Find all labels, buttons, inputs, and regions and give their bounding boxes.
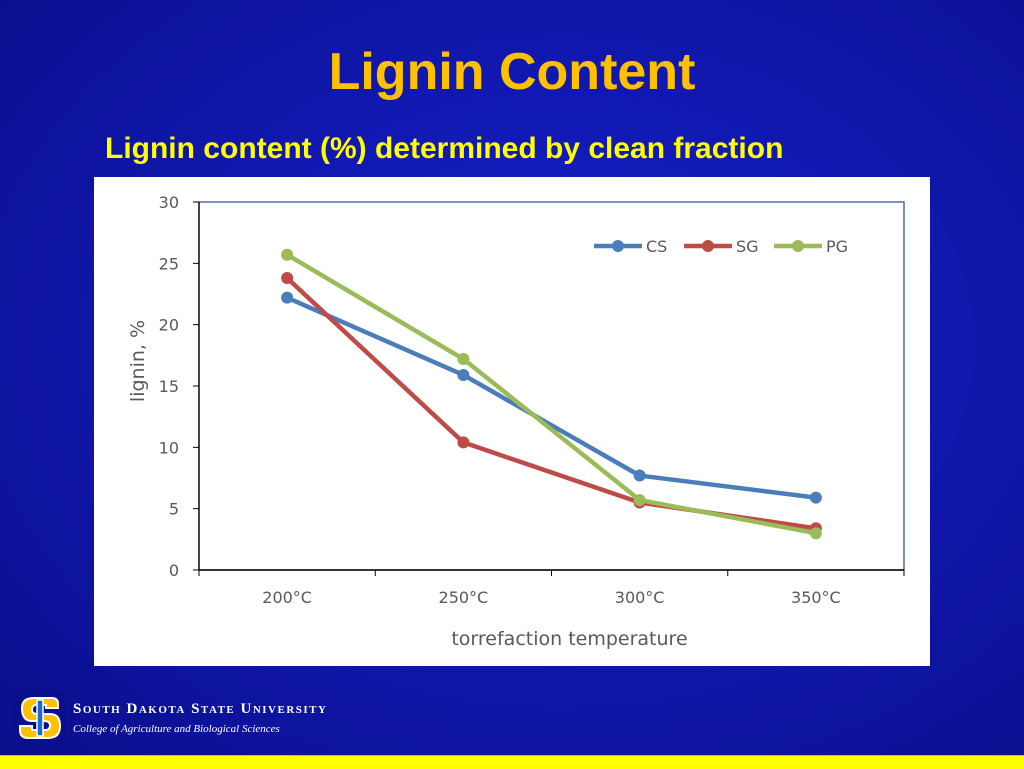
legend-marker-cs [612, 240, 624, 252]
data-point-cs [457, 368, 470, 381]
y-tick-label: 0 [169, 561, 179, 580]
y-axis-title: lignin, % [127, 320, 149, 402]
series-line-sg [285, 276, 817, 531]
x-tick-label: 250°C [439, 588, 489, 607]
data-point-sg [457, 436, 470, 449]
slide-title: Lignin Content [328, 43, 696, 101]
x-tick-label: 200°C [262, 588, 312, 607]
university-name: South Dakota State University [73, 701, 328, 717]
sdsu-logo-icon [12, 690, 68, 746]
y-tick-label: 5 [169, 500, 179, 519]
y-tick-label: 10 [159, 438, 179, 457]
x-axis-title: torrefaction temperature [451, 628, 687, 650]
series-line-pg [285, 252, 817, 536]
y-tick-label: 30 [159, 193, 179, 212]
y-tick-label: 15 [159, 377, 179, 396]
x-tick-label: 350°C [791, 588, 841, 607]
y-tick-label: 20 [159, 316, 179, 335]
legend-label-cs: CS [646, 237, 667, 256]
legend-marker-sg [702, 240, 714, 252]
data-point-sg [281, 272, 294, 285]
footer-bar [0, 755, 1024, 769]
data-point-pg [281, 248, 294, 261]
data-point-pg [809, 527, 822, 540]
data-point-cs [633, 469, 646, 482]
college-name: College of Agriculture and Biological Sc… [73, 723, 280, 735]
x-tick-label: 300°C [615, 588, 665, 607]
series-line-cs [286, 295, 817, 500]
slide-subtitle: Lignin content (%) determined by clean f… [105, 132, 784, 165]
y-tick-label: 25 [159, 254, 179, 273]
data-point-pg [633, 494, 646, 507]
legend-label-sg: SG [736, 237, 759, 256]
plot-area [198, 201, 905, 571]
data-point-cs [809, 491, 822, 504]
legend-marker-pg [792, 240, 804, 252]
data-point-pg [457, 353, 470, 366]
legend-label-pg: PG [826, 237, 848, 256]
data-point-cs [281, 291, 294, 304]
line-chart: 0 5 10 15 20 25 30 200°C 250°C 300°C 350°C torrefac… [127, 193, 905, 650]
chart-panel: 0 5 10 15 20 25 30 200°C 250°C 300°C 350°C torrefac… [94, 177, 930, 666]
